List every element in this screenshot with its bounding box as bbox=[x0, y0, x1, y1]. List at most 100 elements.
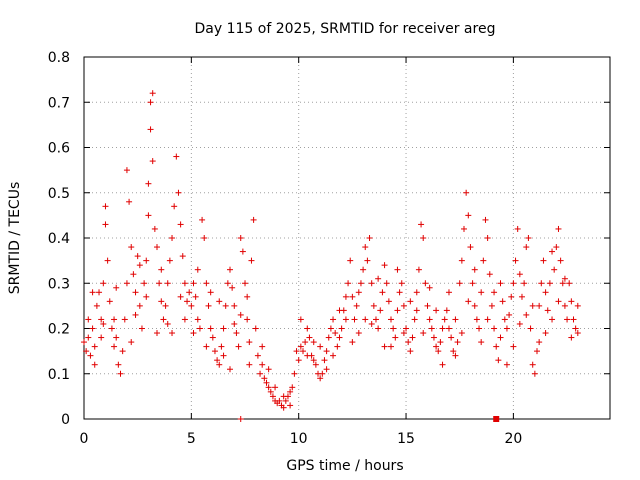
data-point bbox=[538, 280, 545, 287]
data-point bbox=[536, 302, 543, 309]
data-point bbox=[394, 307, 401, 314]
data-point bbox=[392, 334, 399, 341]
data-point bbox=[214, 357, 221, 364]
data-point bbox=[222, 302, 229, 309]
grid-lines bbox=[84, 57, 610, 419]
data-point bbox=[396, 289, 403, 296]
data-point bbox=[458, 257, 465, 264]
data-point bbox=[366, 235, 373, 241]
y-tick-label: 0.6 bbox=[48, 141, 70, 157]
data-point bbox=[458, 330, 465, 337]
data-point bbox=[134, 253, 141, 260]
data-point bbox=[542, 330, 549, 337]
data-point bbox=[126, 198, 133, 205]
data-point bbox=[546, 280, 553, 287]
data-point bbox=[87, 352, 94, 359]
data-point bbox=[188, 302, 195, 309]
data-point bbox=[233, 330, 240, 337]
data-point bbox=[164, 320, 171, 327]
data-point bbox=[426, 284, 433, 291]
data-point bbox=[143, 293, 150, 300]
data-point bbox=[100, 320, 107, 327]
outlier-square-marker bbox=[493, 416, 500, 422]
data-point bbox=[467, 244, 474, 251]
data-point bbox=[527, 325, 534, 332]
data-point bbox=[572, 325, 579, 332]
data-point bbox=[184, 298, 191, 305]
data-point bbox=[512, 257, 519, 264]
y-tick-label: 0.2 bbox=[48, 322, 70, 338]
data-point bbox=[242, 280, 249, 287]
data-point bbox=[151, 225, 158, 232]
data-point bbox=[549, 248, 556, 255]
data-point bbox=[91, 343, 98, 350]
data-point bbox=[128, 244, 135, 251]
data-point bbox=[106, 298, 113, 305]
data-point bbox=[574, 302, 581, 309]
data-point bbox=[407, 348, 414, 355]
data-point bbox=[145, 212, 152, 219]
data-point bbox=[287, 402, 294, 409]
chart-title: Day 115 of 2025, SRMTID for receiver are… bbox=[195, 21, 496, 37]
data-point bbox=[304, 352, 311, 359]
data-point bbox=[544, 307, 551, 314]
data-point bbox=[169, 330, 176, 337]
data-point bbox=[252, 325, 259, 332]
x-tick-label: 10 bbox=[290, 431, 308, 447]
data-point bbox=[231, 302, 238, 309]
data-point bbox=[319, 370, 326, 377]
data-point bbox=[312, 361, 319, 368]
y-tick-label: 0.1 bbox=[48, 367, 70, 383]
data-point bbox=[516, 320, 523, 327]
data-point bbox=[186, 289, 193, 296]
data-point bbox=[237, 235, 244, 241]
data-point bbox=[220, 325, 227, 332]
data-point bbox=[145, 180, 152, 187]
data-point bbox=[518, 293, 525, 300]
data-point bbox=[383, 280, 390, 287]
data-point bbox=[561, 302, 568, 309]
data-point bbox=[372, 316, 379, 323]
data-point bbox=[89, 289, 96, 296]
data-point bbox=[362, 244, 369, 251]
data-point bbox=[488, 302, 495, 309]
data-point bbox=[226, 366, 233, 373]
data-point bbox=[104, 257, 111, 264]
data-point bbox=[452, 352, 459, 359]
data-point bbox=[456, 280, 463, 287]
data-point bbox=[130, 271, 137, 278]
data-point bbox=[557, 257, 564, 264]
data-point bbox=[493, 343, 500, 350]
data-point bbox=[153, 244, 160, 251]
data-point bbox=[147, 126, 154, 133]
data-point bbox=[355, 330, 362, 337]
data-point bbox=[362, 316, 369, 323]
data-point bbox=[246, 339, 253, 346]
y-tick-label: 0.7 bbox=[48, 95, 70, 111]
data-point bbox=[443, 307, 450, 314]
data-point bbox=[226, 266, 233, 273]
data-point bbox=[559, 280, 566, 287]
data-point bbox=[368, 280, 375, 287]
data-point bbox=[330, 316, 337, 323]
data-point bbox=[115, 361, 122, 368]
data-point bbox=[108, 325, 115, 332]
data-point bbox=[192, 293, 199, 300]
data-point bbox=[461, 225, 468, 232]
data-point bbox=[407, 298, 414, 305]
data-point bbox=[347, 257, 354, 264]
data-point bbox=[531, 370, 538, 377]
data-point bbox=[89, 325, 96, 332]
y-tick-label: 0.5 bbox=[48, 186, 70, 202]
data-point bbox=[91, 361, 98, 368]
data-point bbox=[205, 302, 212, 309]
data-point bbox=[336, 334, 343, 341]
data-point bbox=[433, 343, 440, 350]
data-point bbox=[338, 325, 345, 332]
x-axis-label: GPS time / hours bbox=[286, 458, 403, 474]
data-point bbox=[181, 280, 188, 287]
data-point bbox=[555, 225, 562, 232]
data-point bbox=[166, 257, 173, 264]
data-point bbox=[237, 311, 244, 318]
data-point bbox=[291, 370, 298, 377]
